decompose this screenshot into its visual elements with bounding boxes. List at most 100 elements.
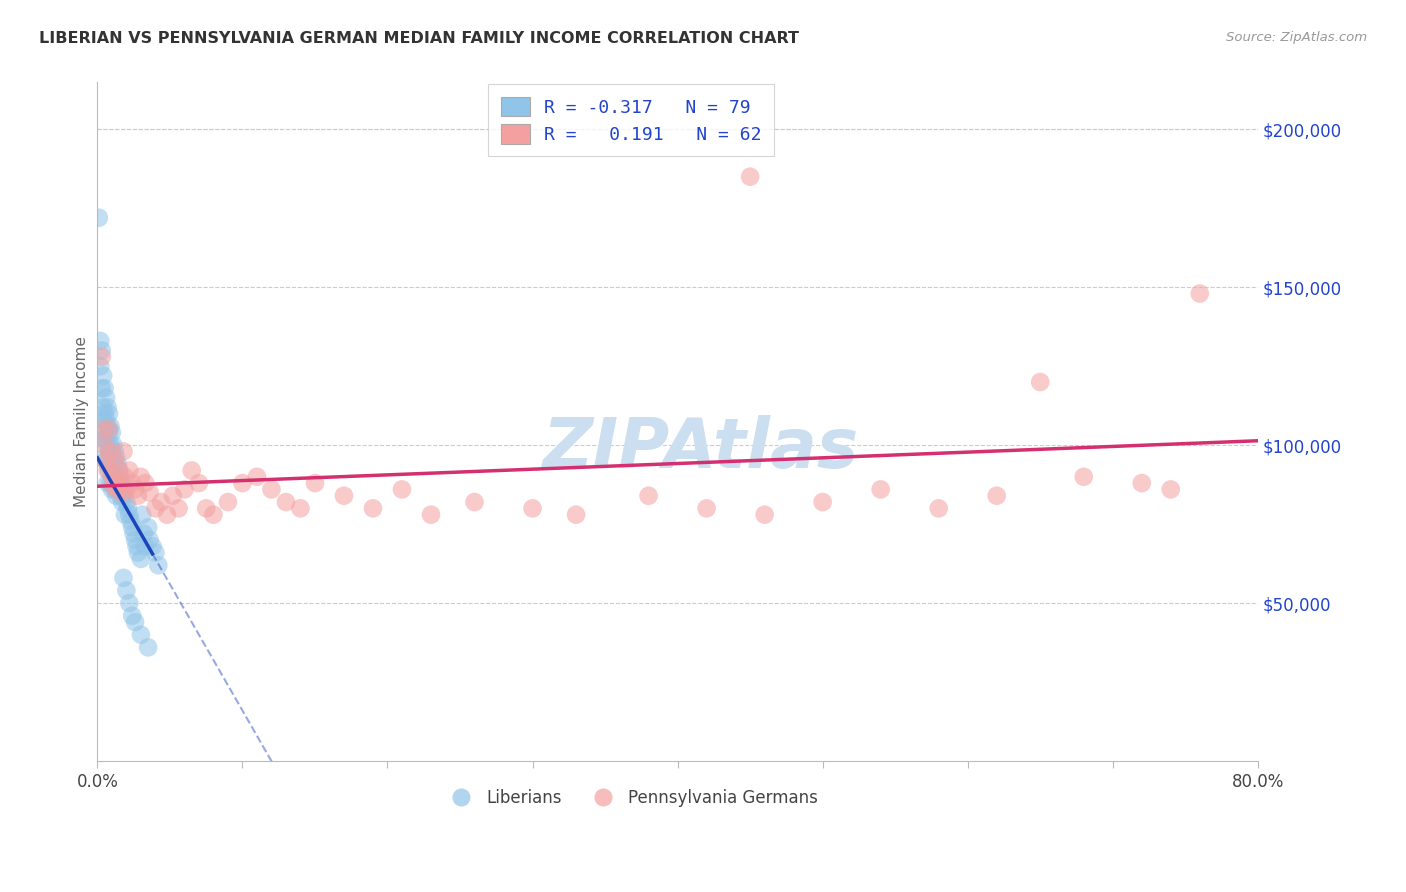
Point: [132, 526, 155, 541]
Point: [121, 520, 143, 534]
Point: [180, 463, 202, 477]
Point: [150, 495, 173, 509]
Point: [463, 495, 485, 509]
Point: [89, 359, 111, 374]
Point: [94, 454, 117, 468]
Point: [869, 483, 891, 497]
Point: [124, 483, 146, 497]
Point: [121, 608, 143, 623]
Point: [104, 463, 127, 477]
Point: [101, 463, 124, 477]
Point: [107, 483, 129, 497]
Point: [112, 483, 135, 497]
Point: [420, 508, 443, 522]
Point: [111, 485, 134, 500]
Point: [105, 450, 128, 465]
Point: [103, 438, 125, 452]
Point: [120, 514, 142, 528]
Point: [93, 381, 115, 395]
Point: [91, 368, 114, 383]
Point: [231, 476, 253, 491]
Point: [121, 476, 143, 491]
Point: [1029, 375, 1052, 389]
Point: [637, 489, 659, 503]
Point: [108, 483, 131, 497]
Point: [124, 533, 146, 547]
Point: [134, 476, 156, 491]
Point: [131, 508, 153, 522]
Point: [94, 413, 117, 427]
Point: [138, 533, 160, 547]
Point: [136, 640, 159, 655]
Point: [101, 425, 124, 440]
Point: [117, 501, 139, 516]
Point: [114, 469, 136, 483]
Point: [96, 463, 118, 477]
Point: [94, 391, 117, 405]
Point: [93, 407, 115, 421]
Point: [114, 489, 136, 503]
Point: [145, 501, 167, 516]
Point: [112, 571, 135, 585]
Point: [173, 483, 195, 497]
Point: [141, 539, 163, 553]
Point: [986, 489, 1008, 503]
Text: Source: ZipAtlas.com: Source: ZipAtlas.com: [1226, 31, 1367, 45]
Point: [98, 425, 121, 440]
Point: [100, 419, 122, 434]
Point: [290, 501, 312, 516]
Point: [96, 438, 118, 452]
Point: [104, 454, 127, 468]
Point: [740, 169, 762, 184]
Point: [110, 469, 132, 483]
Point: [333, 489, 356, 503]
Point: [87, 211, 110, 225]
Point: [104, 483, 127, 497]
Point: [127, 545, 149, 559]
Point: [260, 483, 283, 497]
Point: [112, 444, 135, 458]
Point: [108, 463, 131, 477]
Point: [361, 501, 384, 516]
Point: [148, 558, 170, 573]
Point: [115, 495, 138, 509]
Point: [118, 508, 141, 522]
Point: [103, 479, 125, 493]
Point: [104, 444, 127, 458]
Point: [110, 476, 132, 491]
Point: [138, 485, 160, 500]
Point: [93, 438, 115, 452]
Point: [100, 457, 122, 471]
Point: [110, 489, 132, 503]
Point: [100, 438, 122, 452]
Point: [90, 413, 112, 427]
Point: [156, 508, 179, 522]
Point: [304, 476, 326, 491]
Y-axis label: Median Family Income: Median Family Income: [75, 336, 89, 507]
Point: [90, 343, 112, 358]
Point: [522, 501, 544, 516]
Point: [94, 432, 117, 446]
Point: [928, 501, 950, 516]
Point: [91, 432, 114, 446]
Point: [107, 457, 129, 471]
Point: [1130, 476, 1153, 491]
Point: [103, 457, 125, 471]
Point: [129, 469, 152, 483]
Point: [91, 422, 114, 436]
Point: [100, 476, 122, 491]
Point: [96, 419, 118, 434]
Point: [274, 495, 297, 509]
Point: [202, 508, 225, 522]
Point: [118, 596, 141, 610]
Point: [98, 422, 121, 436]
Point: [1160, 483, 1182, 497]
Point: [91, 401, 114, 415]
Point: [111, 495, 134, 509]
Text: ZIPAtlas: ZIPAtlas: [543, 415, 859, 483]
Point: [391, 483, 413, 497]
Point: [125, 539, 148, 553]
Legend: Liberians, Pennsylvania Germans: Liberians, Pennsylvania Germans: [437, 782, 825, 814]
Point: [1073, 469, 1095, 483]
Point: [93, 450, 115, 465]
